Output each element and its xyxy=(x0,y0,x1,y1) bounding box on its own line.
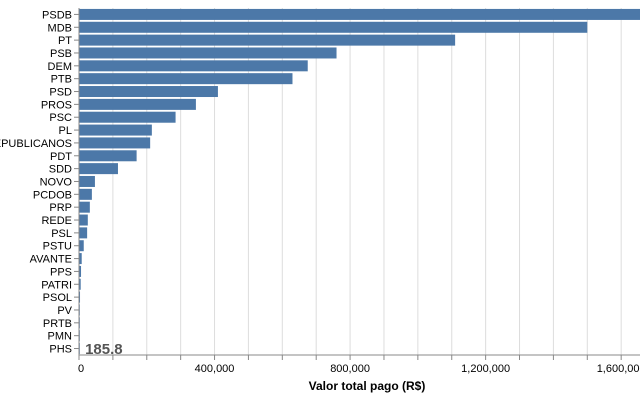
y-tick-label: PSD xyxy=(49,87,72,99)
bar-dem xyxy=(79,60,308,72)
bar-psc xyxy=(79,111,176,123)
bar-republicanos xyxy=(79,137,151,149)
y-tick-label: AVANTE xyxy=(30,254,72,266)
y-tick-label: NOVO xyxy=(40,176,73,188)
bar-psd xyxy=(79,86,218,98)
x-tick-label: 800,000 xyxy=(330,363,370,375)
y-tick-label: SDD xyxy=(49,164,72,176)
bar-pcdob xyxy=(79,188,92,200)
x-tick-label: 400,000 xyxy=(195,363,235,375)
bars xyxy=(79,8,640,355)
x-tick-label: 1,200,000 xyxy=(461,363,510,375)
bar-rede xyxy=(79,214,88,226)
bar-mdb xyxy=(79,21,588,33)
y-tick-label: PSL xyxy=(51,228,72,240)
y-tick-label: REPUBLICANOS xyxy=(0,138,72,150)
bar-pdt xyxy=(79,150,137,162)
x-tick-label: 0 xyxy=(78,363,84,375)
bar-psdb xyxy=(79,8,640,20)
y-tick-label: MDB xyxy=(48,22,72,34)
bar-psol xyxy=(79,291,81,303)
bar-pros xyxy=(79,98,196,110)
y-tick-label: PSOL xyxy=(43,292,72,304)
bar-sdd xyxy=(79,163,118,175)
y-tick-label: PSB xyxy=(50,48,72,60)
y-tick-label: DEM xyxy=(48,61,72,73)
y-tick-label: PMN xyxy=(48,331,73,343)
bar-psb xyxy=(79,47,337,59)
bar-pstu xyxy=(79,240,84,252)
axes: PSDBMDBPTPSBDEMPTBPSDPROSPSCPLREPUBLICAN… xyxy=(0,8,640,375)
x-tick-label: 1,600,000 xyxy=(597,363,640,375)
bar-pl xyxy=(79,124,152,136)
y-tick-label: PSTU xyxy=(43,241,72,253)
y-tick-label: REDE xyxy=(41,215,72,227)
bar-patri xyxy=(79,278,81,290)
y-tick-label: PL xyxy=(59,125,72,137)
y-tick-label: PV xyxy=(57,305,72,317)
data-label-phs: 185.8 xyxy=(85,341,123,358)
y-tick-label: PRP xyxy=(49,202,72,214)
bar-pt xyxy=(79,34,456,46)
y-tick-label: PSDB xyxy=(42,9,72,21)
bar-prp xyxy=(79,201,90,213)
bar-novo xyxy=(79,175,95,187)
bar-avante xyxy=(79,253,82,265)
bar-pps xyxy=(79,265,82,277)
y-tick-label: PDT xyxy=(50,151,72,163)
y-tick-label: PPS xyxy=(50,266,72,278)
bar-ptb xyxy=(79,73,293,85)
y-tick-label: PCDOB xyxy=(33,189,72,201)
y-tick-label: PHS xyxy=(49,344,72,356)
y-tick-label: PSC xyxy=(49,112,72,124)
y-tick-label: PRTB xyxy=(43,318,72,330)
y-tick-label: PROS xyxy=(41,99,72,111)
bar-psl xyxy=(79,227,88,239)
y-tick-label: PATRI xyxy=(41,279,72,291)
y-tick-label: PTB xyxy=(51,74,72,86)
grid-lines xyxy=(112,8,622,355)
data-labels: 1185.8 xyxy=(85,341,123,358)
x-axis-title: Valor total pago (R$) xyxy=(309,379,426,393)
y-tick-label: PT xyxy=(58,35,72,47)
